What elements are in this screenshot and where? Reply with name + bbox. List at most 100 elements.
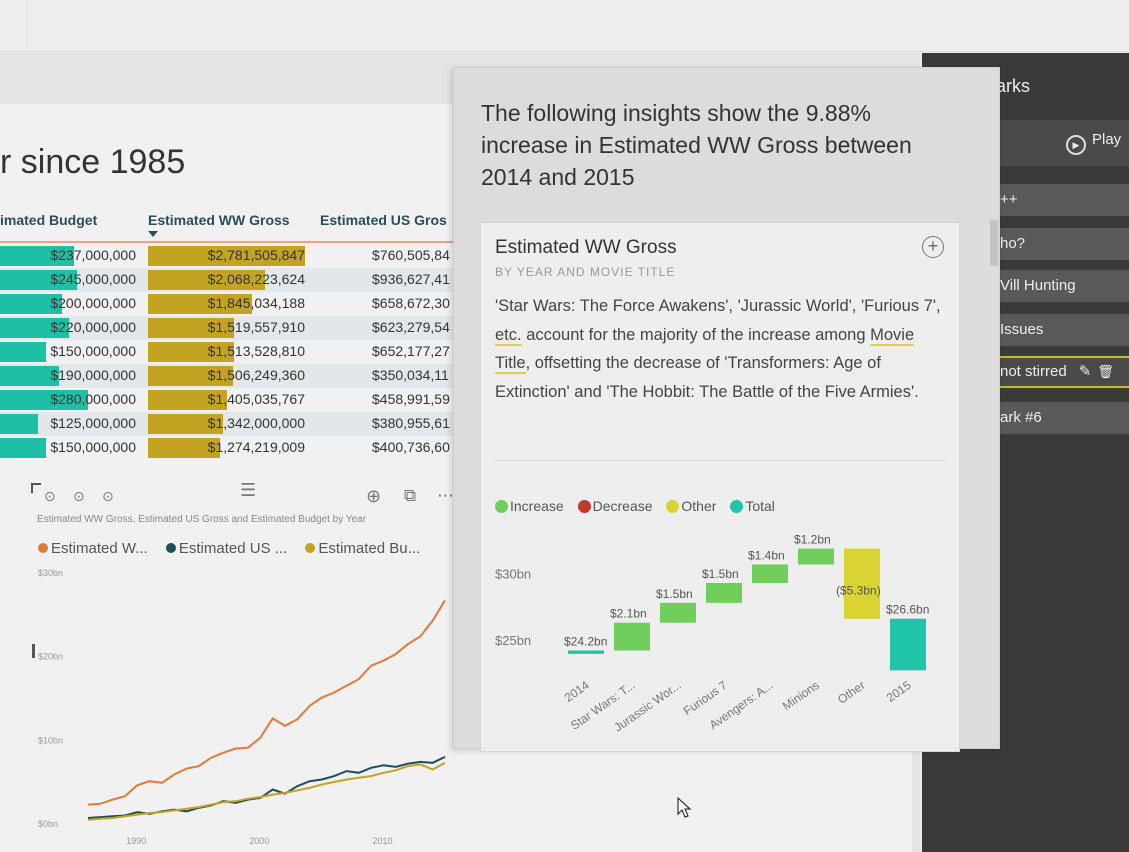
table-row[interactable]: $190,000,000 $1,506,249,360 $350,034,11 — [0, 364, 455, 388]
table-row[interactable]: $280,000,000 $1,405,035,767 $458,991,59 — [0, 388, 455, 412]
table-header-underline — [0, 241, 455, 243]
cell-text: $658,672,30 — [372, 295, 450, 311]
ww-gross-data-bar — [148, 414, 223, 434]
data-label: $1.4bn — [748, 548, 785, 562]
data-label: $1.5bn — [656, 587, 693, 601]
column-header-us-gross[interactable]: Estimated US Gros — [320, 212, 447, 228]
cell-text: $237,000,000 — [50, 247, 136, 263]
bookmark-item[interactable]: ++ — [982, 184, 1129, 216]
table-cell-budget: $237,000,000 — [0, 244, 136, 266]
bookmark-item[interactable]: ark #6 — [982, 402, 1129, 434]
bookmark-item[interactable]: ho? — [982, 228, 1129, 260]
series-line — [87, 599, 446, 806]
cell-text: $150,000,000 — [50, 439, 136, 455]
budget-data-bar — [0, 294, 62, 314]
drill-down-all-icon[interactable]: ⊙ — [73, 488, 85, 504]
legend-item-us[interactable]: Estimated US ... — [165, 540, 287, 557]
table-cell-budget: $220,000,000 — [0, 316, 136, 338]
table-cell-budget: $245,000,000 — [0, 268, 136, 290]
table-cell-us: $760,505,84 — [320, 244, 455, 266]
more-options-icon[interactable]: ⋯ — [437, 486, 454, 505]
line-chart-visual[interactable] — [28, 478, 458, 852]
table-cell-us: $623,279,54 — [320, 316, 455, 338]
legend-item-decrease[interactable]: Decrease — [577, 498, 653, 514]
table-cell-us: $350,034,11 — [320, 364, 455, 386]
bookmark-item[interactable]: not stirred ✎ 🗑 — [982, 356, 1129, 388]
legend-dot — [577, 500, 591, 513]
focus-mode-icon[interactable]: ⧉ — [404, 486, 417, 505]
bookmark-label: ++ — [1000, 191, 1018, 208]
table-cell-ww: $2,068,223,624 — [148, 268, 305, 290]
bookmark-label: ho? — [1000, 235, 1026, 252]
table-row[interactable]: $150,000,000 $1,513,528,810 $652,177,27 — [0, 340, 455, 364]
column-header-budget[interactable]: imated Budget — [0, 212, 98, 228]
data-label: $24.2bn — [564, 634, 607, 648]
insight-card-title: Estimated WW Gross — [495, 237, 677, 258]
bookmark-label: Issues — [1000, 321, 1044, 338]
play-bookmarks-button[interactable]: ▶ Play — [1066, 131, 1121, 155]
insights-scrollbar[interactable] — [990, 220, 998, 266]
drill-up-icon[interactable]: ⊙ — [44, 488, 56, 504]
desc-highlight-etc[interactable]: etc. — [495, 325, 522, 346]
waterfall-bar — [752, 564, 788, 583]
table-row[interactable]: $220,000,000 $1,519,557,910 $623,279,54 — [0, 316, 455, 340]
budget-data-bar — [0, 342, 46, 362]
legend-item-increase[interactable]: Increase — [495, 498, 564, 514]
x-tick-label: 2014 — [562, 678, 592, 705]
legend-item-budget[interactable]: Estimated Bu... — [305, 540, 420, 557]
waterfall-bar — [798, 548, 834, 565]
y-tick-label: $30bn — [495, 567, 531, 582]
insight-card — [480, 222, 960, 752]
cell-text: $245,000,000 — [50, 271, 136, 287]
cell-text: $1,845,034,188 — [207, 295, 305, 311]
y-tick-label: $20bn — [38, 652, 63, 662]
table-row[interactable]: $245,000,000 $2,068,223,624 $936,627,41 — [0, 268, 455, 292]
waterfall-bar — [706, 582, 742, 603]
top-bar-divider — [26, 0, 27, 52]
column-header-ww-gross[interactable]: Estimated WW Gross — [148, 212, 290, 228]
table-cell-budget: $150,000,000 — [0, 340, 136, 362]
ww-gross-data-bar — [148, 246, 305, 266]
desc-text: 'Star Wars: The Force Awakens', 'Jurassi… — [495, 297, 941, 315]
cell-text: $1,513,528,810 — [207, 343, 305, 359]
legend-item-ww[interactable]: Estimated W... — [38, 540, 148, 557]
data-label: $2.1bn — [610, 607, 647, 621]
series-line — [87, 755, 446, 819]
cell-text: $1,405,035,767 — [207, 391, 305, 407]
cell-text: $1,274,219,009 — [207, 439, 305, 455]
cell-text: $2,068,223,624 — [207, 271, 305, 287]
cell-text: $652,177,27 — [372, 343, 450, 359]
legend-dot — [666, 500, 680, 513]
cell-text: $458,991,59 — [372, 391, 450, 407]
table-cell-us: $458,991,59 — [320, 388, 455, 410]
desc-highlight-movie-title[interactable]: Movie Title — [495, 325, 915, 374]
delete-bookmark-icon[interactable]: 🗑 — [1097, 364, 1114, 379]
sort-descending-icon[interactable] — [148, 231, 158, 237]
bookmark-item[interactable]: Vill Hunting — [982, 270, 1129, 302]
add-to-report-icon[interactable]: + — [922, 236, 944, 258]
table-row[interactable]: $200,000,000 $1,845,034,188 $658,672,30 — [0, 292, 455, 316]
bookmark-item[interactable]: Issues — [982, 314, 1129, 346]
table-row[interactable]: $237,000,000 $2,781,505,847 $760,505,84 — [0, 244, 455, 268]
drill-mode-icon[interactable]: ⊕ — [366, 486, 382, 506]
y-tick-label: $0bn — [38, 819, 58, 829]
edit-bookmark-icon[interactable]: ✎ — [1078, 363, 1092, 380]
cell-text: $125,000,000 — [50, 415, 136, 431]
insights-heading: The following insights show the 9.88% in… — [481, 100, 912, 190]
table-cell-budget: $190,000,000 — [0, 364, 136, 386]
table-row[interactable]: $125,000,000 $1,342,000,000 $380,955,61 — [0, 412, 455, 436]
legend-item-total[interactable]: Total — [730, 498, 775, 514]
play-label: Play — [1092, 131, 1122, 148]
cell-text: $1,519,557,910 — [207, 319, 305, 335]
x-tick-label: 2000 — [249, 836, 269, 846]
expand-hierarchy-icon[interactable]: ⊙ — [102, 488, 114, 504]
drag-handle-icon[interactable]: ☰ — [240, 480, 257, 500]
table-row[interactable]: $150,000,000 $1,274,219,009 $400,736,60 — [0, 436, 455, 460]
y-tick-label: $10bn — [38, 735, 63, 745]
series-line — [87, 761, 446, 821]
budget-data-bar — [0, 438, 46, 458]
legend-dot — [730, 500, 744, 513]
legend-item-other[interactable]: Other — [666, 498, 716, 514]
budget-data-bar — [0, 318, 69, 338]
cell-text: $280,000,000 — [50, 391, 136, 407]
